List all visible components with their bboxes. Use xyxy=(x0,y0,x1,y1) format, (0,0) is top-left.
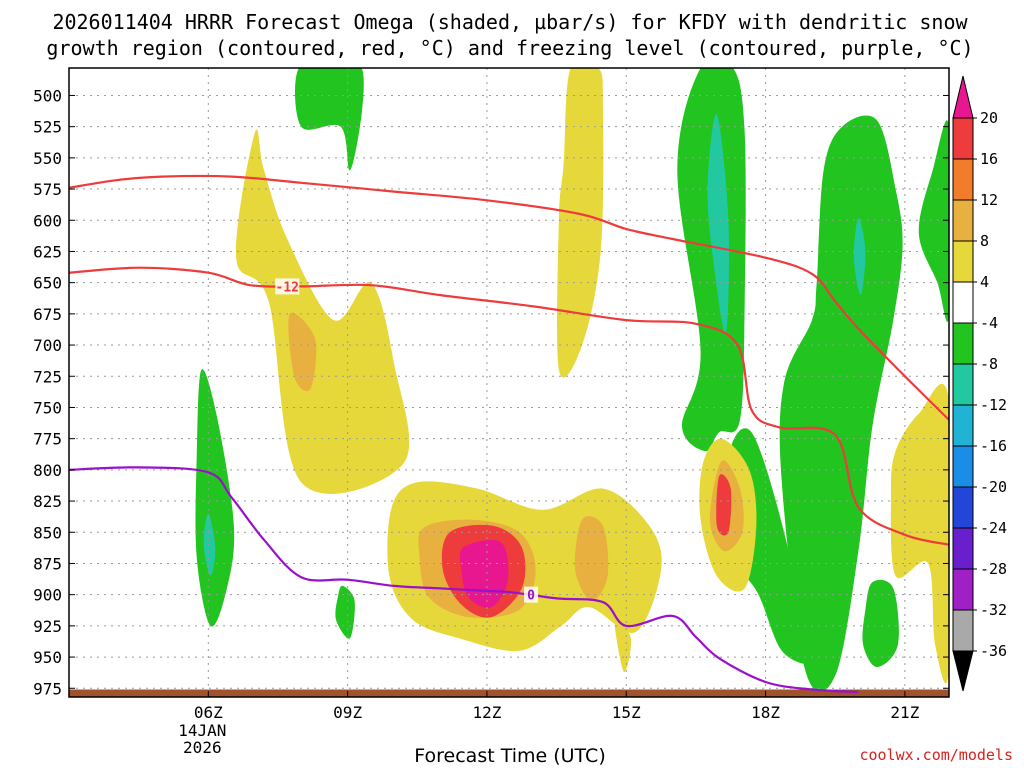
downward-motion-17z-red xyxy=(716,474,732,536)
y-tick-label-550: 550 xyxy=(33,149,62,168)
dgz-label-bg xyxy=(275,278,300,295)
plot-area: -12 0 xyxy=(69,68,949,697)
y-tick-label-675: 675 xyxy=(33,305,62,324)
upward-motion-20z-low xyxy=(862,579,899,667)
colorbar-swatch-4 xyxy=(952,281,974,324)
colorbar-label--4: -4 xyxy=(980,314,998,332)
upward-motion-06z xyxy=(195,369,235,627)
colorbar-label--32: -32 xyxy=(980,601,1007,619)
colorbar-label-12: 12 xyxy=(980,191,998,209)
colorbar-bottom-arrow xyxy=(952,650,974,692)
y-tick-label-600: 600 xyxy=(33,211,62,230)
dgz-lower xyxy=(69,266,949,546)
colorbar-swatch--12 xyxy=(952,404,974,447)
upward-motion-06z-core xyxy=(203,513,216,576)
freezing-level-0c xyxy=(69,466,859,694)
chart-title-line-1: 2026011404 HRRR Forecast Omega (shaded, … xyxy=(52,10,968,34)
colorbar-swatch-12 xyxy=(952,199,974,242)
x-axis-label: Forecast Time (UTC) xyxy=(414,745,605,767)
y-tick-label-950: 950 xyxy=(33,648,62,667)
y-tick-label-625: 625 xyxy=(33,242,62,261)
y-tick-label-725: 725 xyxy=(33,367,62,386)
y-tick-label-825: 825 xyxy=(33,492,62,511)
y-tick-label-500: 500 xyxy=(33,86,62,105)
x-tick-label-12Z: 12Z xyxy=(472,703,501,722)
y-tick-label-575: 575 xyxy=(33,180,62,199)
colorbar-label--28: -28 xyxy=(980,560,1007,578)
upward-motion-08z xyxy=(295,68,364,171)
x-date-label: 14JAN xyxy=(178,721,226,740)
x-tick-label-15Z: 15Z xyxy=(612,703,641,722)
colorbar-label--36: -36 xyxy=(980,642,1007,660)
freezing-label-bg xyxy=(524,586,539,603)
colorbar: 20 16 12 8 4 -4 -8 -12 -16 -20 -24 -28 -32 -36 xyxy=(952,75,1007,692)
dgz-upper xyxy=(69,174,949,421)
colorbar-label--24: -24 xyxy=(980,519,1007,537)
colorbar-swatch--20 xyxy=(952,486,974,529)
colorbar-label-8: 8 xyxy=(980,232,989,250)
plot-border xyxy=(68,67,950,698)
upward-motion-17z xyxy=(677,68,746,452)
watermark: coolwx.com/models xyxy=(859,746,1013,764)
x-tick-label-06Z: 06Z xyxy=(194,703,223,722)
colorbar-swatch-20 xyxy=(952,117,974,160)
downward-motion-22z xyxy=(890,383,949,684)
colorbar-swatch--8 xyxy=(952,363,974,406)
ground xyxy=(69,689,949,697)
colorbar-label--12: -12 xyxy=(980,396,1007,414)
y-tick-label-850: 850 xyxy=(33,523,62,542)
y-tick-label-925: 925 xyxy=(33,617,62,636)
downward-motion-14z xyxy=(557,68,604,378)
colorbar-swatch-8 xyxy=(952,240,974,283)
y-tick-label-700: 700 xyxy=(33,336,62,355)
upward-motion-17z-core xyxy=(707,113,730,334)
colorbar-swatch--4 xyxy=(952,322,974,365)
colorbar-label--16: -16 xyxy=(980,437,1007,455)
contour-lines: -12 0 xyxy=(69,174,949,694)
colorbar-label-16: 16 xyxy=(980,150,998,168)
colorbar-label--8: -8 xyxy=(980,355,998,373)
y-tick-label-775: 775 xyxy=(33,430,62,449)
colorbar-swatch--24 xyxy=(952,527,974,570)
x-year-label: 2026 xyxy=(183,738,222,757)
colorbar-swatch-16 xyxy=(952,158,974,201)
colorbar-label-4: 4 xyxy=(980,273,989,291)
colorbar-top-arrow xyxy=(952,75,974,119)
y-tick-label-750: 750 xyxy=(33,398,62,417)
x-tick-label-21Z: 21Z xyxy=(890,703,919,722)
y-tick-label-900: 900 xyxy=(33,586,62,605)
omega-shading xyxy=(69,68,949,697)
y-tick-label-800: 800 xyxy=(33,461,62,480)
colorbar-label-20: 20 xyxy=(980,109,998,127)
y-tick-label-875: 875 xyxy=(33,554,62,573)
dgz-contour-label: -12 xyxy=(276,280,299,295)
downward-motion-14z-low xyxy=(574,516,609,601)
colorbar-label--20: -20 xyxy=(980,478,1007,496)
colorbar-swatch--28 xyxy=(952,568,974,611)
y-tick-label-975: 975 xyxy=(33,679,62,698)
upward-motion-19z xyxy=(779,115,903,693)
downward-motion-15z-low xyxy=(614,618,632,673)
y-tick-label-650: 650 xyxy=(33,274,62,293)
y-tick-label-525: 525 xyxy=(33,118,62,137)
upward-motion-22z xyxy=(918,120,949,322)
freezing-contour-label: 0 xyxy=(527,589,535,604)
x-tick-label-09Z: 09Z xyxy=(333,703,362,722)
colorbar-swatch--16 xyxy=(952,445,974,488)
chart-title-line-2: growth region (contoured, red, °C) and f… xyxy=(46,36,973,60)
y-axis: 500 525 550 575 600 625 650 675 700 725 750 775 800 8… xyxy=(33,86,949,698)
x-tick-label-18Z: 18Z xyxy=(751,703,780,722)
colorbar-swatch--32 xyxy=(952,609,974,652)
downward-motion-08z-core xyxy=(288,312,317,392)
upward-motion-20z-core xyxy=(853,217,866,296)
